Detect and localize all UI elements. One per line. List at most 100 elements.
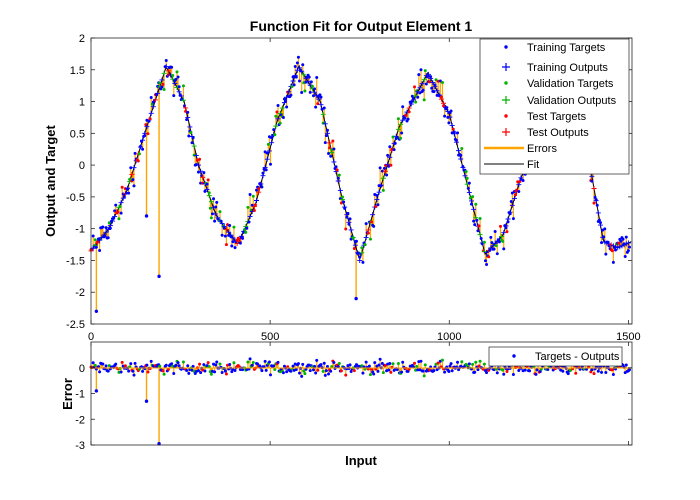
target-point [311,94,315,98]
y-tick-label: -1.5 [66,255,85,267]
error-point [302,369,306,373]
target-point [460,146,464,150]
target-point [386,153,390,157]
target-point [478,217,482,221]
target-point [233,246,237,250]
error-point [248,357,252,361]
error-point [133,361,137,365]
target-point [604,252,608,256]
error-point [478,359,482,363]
error-point [443,370,447,374]
error-point [336,365,340,369]
error-point [456,360,460,364]
error-point [161,369,165,373]
output-point [466,190,472,196]
output-point [94,240,100,246]
output-point [376,189,382,195]
output-point [421,77,427,83]
target-point [506,220,510,224]
target-point [361,260,365,264]
output-point [137,144,143,150]
error-point [387,368,391,372]
error-point [528,369,532,373]
output-point [264,156,270,162]
output-point [107,223,113,229]
target-point [261,171,265,175]
target-point [518,180,522,184]
error-point [624,363,628,367]
target-point [440,80,444,84]
error-point [376,369,380,373]
error-point [538,369,542,373]
target-point [241,236,245,240]
chart-title: Function Fit for Output Element 1 [250,18,473,34]
target-point [162,87,166,91]
target-point [172,94,176,98]
svg-text:Validation Targets: Validation Targets [527,78,614,90]
error-point [315,358,319,362]
output-point [318,102,324,108]
output-point [185,114,191,120]
error-point [450,369,454,373]
output-point [436,92,442,98]
error-point [449,362,453,366]
target-point [108,226,112,230]
error-point [311,368,315,372]
target-point [190,141,194,145]
output-point [383,168,389,174]
error-point [106,369,110,373]
error-point [354,363,358,367]
target-point [124,191,128,195]
output-point [447,114,453,120]
target-point [210,212,214,216]
target-point [247,220,251,224]
output-point [161,70,167,76]
error-point [220,370,224,374]
target-point [621,237,625,241]
target-point [358,255,362,259]
error-point [330,365,334,369]
target-point [318,93,322,97]
output-point [462,173,468,179]
target-point [456,131,460,135]
err-y-tick-label: -1 [75,389,85,401]
error-point [372,372,376,376]
error-point [432,369,436,373]
error-point [348,363,352,367]
error-point [471,362,475,366]
error-point [170,362,174,366]
target-point [146,132,150,136]
output-point [471,206,477,212]
error-point [611,372,615,376]
target-point [278,121,282,125]
target-point [381,188,385,192]
target-point [187,134,191,138]
error-point [316,368,320,372]
error-point [502,372,506,376]
output-point [312,89,318,95]
target-point [244,230,248,234]
output-point [623,241,629,247]
output-point [357,257,363,263]
target-point [209,216,213,220]
output-point [378,182,384,188]
target-point [119,211,123,215]
output-point [97,237,103,243]
target-point [289,93,293,97]
error-point [127,369,131,373]
legend-test-outputs: Test Outputs [502,127,589,139]
output-point [518,175,524,181]
output-point [131,165,137,171]
outlier-point [157,274,161,279]
target-point [116,210,120,214]
target-point [118,205,122,209]
target-point [224,243,228,247]
target-point [218,210,222,214]
error-point [141,369,145,373]
target-point [276,104,280,108]
target-point [623,254,627,258]
target-point [230,244,234,248]
target-point [213,219,217,223]
error-point [368,373,372,377]
error-point [272,364,276,368]
